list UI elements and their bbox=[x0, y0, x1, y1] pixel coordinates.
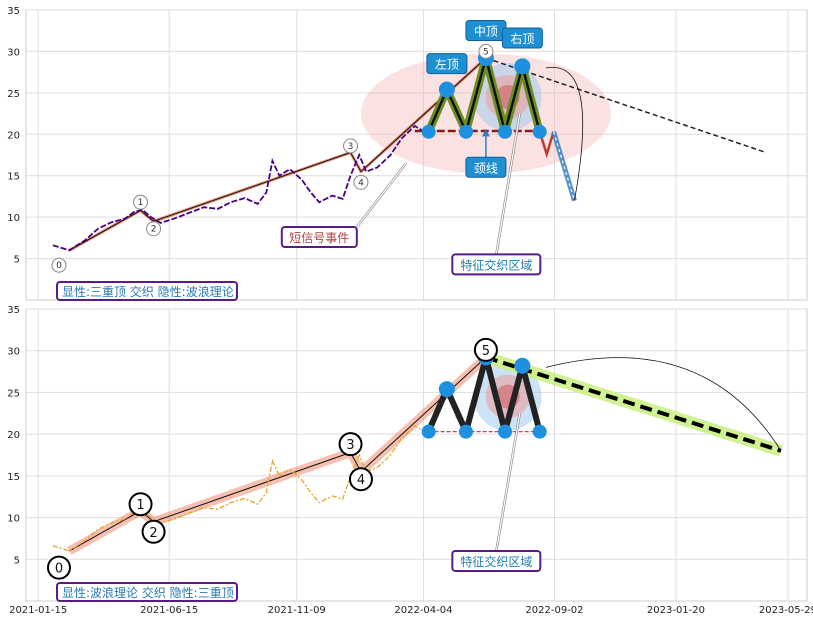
callout-arrow bbox=[356, 162, 407, 228]
y-tick-label: 10 bbox=[7, 514, 20, 525]
top-panel: 5 10 15 20 25 30 35 0 1 2 3 4 5 左顶 中顶右顶颈线短信号事件特征交织区域显性… bbox=[7, 6, 808, 301]
decline-line bbox=[538, 131, 555, 159]
wave-label-circle bbox=[478, 43, 494, 59]
wave-label: 1 bbox=[138, 198, 144, 208]
pattern-point-marker bbox=[458, 424, 473, 439]
x-tick-label: 2022-04-04 bbox=[394, 605, 452, 616]
y-tick-label: 30 bbox=[7, 47, 20, 58]
caption-label: 显性:三重顶 交织 隐性:波浪理论 bbox=[62, 284, 234, 299]
wave-label: 3 bbox=[348, 142, 354, 152]
caption-label: 显性:波浪理论 交织 隐性:三重顶 bbox=[62, 585, 234, 600]
wave-label: 2 bbox=[149, 526, 157, 541]
caption-box bbox=[56, 582, 238, 602]
pattern-point-marker bbox=[438, 81, 455, 98]
wave-label: 5 bbox=[483, 47, 489, 57]
wave-label: 4 bbox=[357, 473, 365, 488]
plot-frame bbox=[25, 308, 808, 602]
x-tick-label: 2021-01-15 bbox=[9, 605, 67, 616]
wave-label-circle bbox=[338, 432, 363, 457]
wave-label-circle bbox=[133, 194, 149, 210]
wave-path bbox=[69, 57, 487, 251]
y-tick-label: 20 bbox=[7, 430, 20, 441]
x-tick-label: 2023-01-20 bbox=[647, 605, 705, 616]
pattern-point-marker bbox=[421, 124, 436, 139]
forecast-line bbox=[485, 355, 782, 453]
y-tick-label: 5 bbox=[14, 255, 20, 266]
y-tick-label: 15 bbox=[7, 472, 20, 483]
wave-path bbox=[69, 357, 487, 552]
y-tick-label: 25 bbox=[7, 89, 20, 100]
wave-label-circle bbox=[46, 555, 71, 580]
y-tick-label: 35 bbox=[7, 6, 20, 17]
wave-label: 3 bbox=[346, 438, 354, 453]
callout-box bbox=[280, 226, 358, 249]
peak-label: 右顶 bbox=[510, 31, 534, 46]
callout-box bbox=[451, 253, 542, 276]
wave-label-circle bbox=[348, 467, 373, 492]
wave-label: 4 bbox=[358, 178, 364, 188]
peak-label-box bbox=[426, 53, 468, 75]
x-tick-label: 2022-09-02 bbox=[525, 605, 583, 616]
callout-label: 特征交织区域 bbox=[460, 554, 532, 569]
x-tick-label: 2021-11-09 bbox=[268, 605, 326, 616]
y-tick-label: 30 bbox=[7, 347, 20, 358]
pattern-point-marker bbox=[514, 58, 531, 75]
arc-annotation bbox=[545, 66, 584, 201]
wave-label-circle bbox=[473, 337, 498, 362]
y-tick-label: 15 bbox=[7, 172, 20, 183]
price-line bbox=[52, 57, 487, 252]
wave-label: 5 bbox=[482, 344, 490, 359]
x-tick-label: 2021-06-15 bbox=[140, 605, 198, 616]
caption-box bbox=[56, 281, 238, 301]
pattern-point-marker bbox=[498, 124, 513, 139]
peak-label-box bbox=[465, 156, 507, 178]
wave-label-circle bbox=[343, 138, 359, 154]
peak-label: 左顶 bbox=[435, 57, 459, 72]
forecast-line bbox=[485, 57, 764, 153]
callout-arrow bbox=[495, 113, 521, 255]
grid bbox=[26, 308, 807, 601]
wave-label-circle bbox=[128, 492, 153, 517]
pattern-point-marker bbox=[532, 424, 547, 439]
callout-arrow bbox=[495, 413, 521, 552]
y-tick-label: 20 bbox=[7, 130, 20, 141]
wave-label: 1 bbox=[136, 498, 144, 513]
wave-label: 0 bbox=[56, 261, 62, 271]
wave-label: 0 bbox=[55, 562, 63, 577]
pattern-point-marker bbox=[438, 381, 455, 398]
pattern-point-marker bbox=[498, 424, 513, 439]
arc-annotation bbox=[545, 357, 782, 452]
x-tick-label: 2023-05-29 bbox=[759, 605, 813, 616]
pattern-point-marker bbox=[514, 357, 531, 374]
wave-label-circle bbox=[141, 519, 166, 544]
pattern-point-marker bbox=[532, 124, 547, 139]
plot-frame bbox=[25, 9, 808, 301]
wave-label-circle bbox=[353, 174, 369, 190]
callout-label: 短信号事件 bbox=[289, 231, 349, 245]
callout-label: 特征交织区域 bbox=[460, 257, 532, 272]
pattern-point-marker bbox=[421, 424, 436, 439]
wave-label-circle bbox=[146, 221, 162, 237]
y-tick-label: 10 bbox=[7, 213, 20, 224]
pattern-point-marker bbox=[458, 124, 473, 139]
wave-label-circle bbox=[51, 257, 67, 273]
y-tick-label: 35 bbox=[7, 305, 20, 316]
y-tick-label: 25 bbox=[7, 388, 20, 399]
wave-label: 2 bbox=[151, 225, 157, 235]
peak-label-box bbox=[501, 27, 543, 49]
decline-projection bbox=[551, 131, 577, 202]
peak-label: 颈线 bbox=[474, 161, 498, 175]
neckline-arrow bbox=[481, 129, 490, 137]
y-tick-label: 5 bbox=[14, 555, 20, 566]
grid bbox=[26, 9, 807, 300]
callout-box bbox=[451, 549, 542, 572]
peak-label: 中顶 bbox=[474, 24, 498, 39]
price-line bbox=[52, 357, 487, 552]
